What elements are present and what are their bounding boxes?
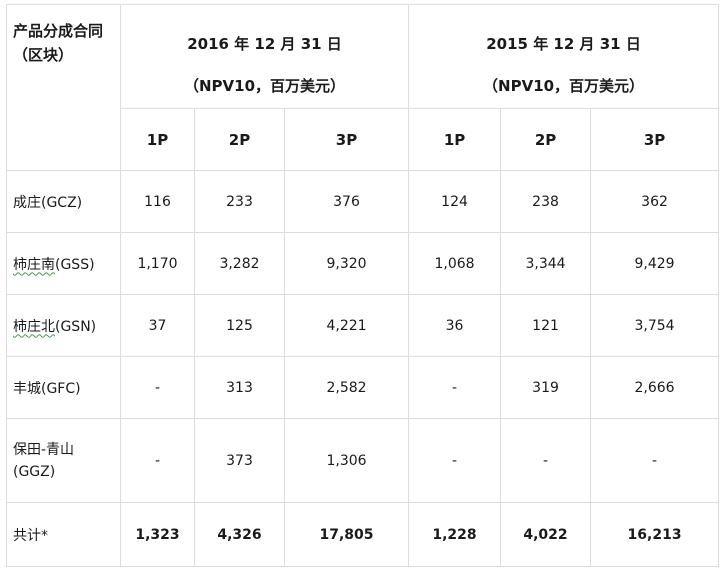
table-row: 柿庄南(GSS) 1,170 3,282 9,320 1,068 3,344 9… (6, 232, 720, 295)
npv-table: 产品分成合同（区块） 2016 年 12 月 31 日 （NPV10，百万美元）… (6, 4, 720, 567)
table-cell: - (500, 418, 592, 503)
total-cell: 1,323 (120, 502, 195, 567)
table-cell: 121 (500, 294, 592, 357)
table-cell: 238 (500, 170, 592, 233)
table-row: 保田-青山 (GGZ) - 373 1,306 - - - (6, 418, 720, 503)
period-unit: （NPV10，百万美元） (483, 77, 645, 95)
total-cell: 16,213 (590, 502, 720, 567)
period-date: 2015 年 12 月 31 日 (486, 35, 641, 53)
total-row: 共计* 1,323 4,326 17,805 1,228 4,022 16,21… (6, 502, 720, 567)
corner-label: 产品分成合同（区块） (6, 4, 121, 171)
table-cell: 116 (120, 170, 195, 233)
row-label: 丰城(GFC) (6, 356, 121, 419)
table-cell: - (120, 418, 195, 503)
table-cell: 1,068 (408, 232, 502, 295)
table-cell: - (408, 418, 502, 503)
total-cell: 1,228 (408, 502, 502, 567)
table-cell: 2,666 (590, 356, 720, 419)
table-cell: 3,344 (500, 232, 592, 295)
total-label: 共计* (6, 502, 121, 567)
header-row-periods: 产品分成合同（区块） 2016 年 12 月 31 日 （NPV10，百万美元）… (6, 4, 720, 171)
table-cell: 233 (194, 170, 285, 233)
table-cell: 125 (194, 294, 285, 357)
total-cell: 17,805 (283, 502, 410, 567)
table-cell: 319 (500, 356, 592, 419)
period-date: 2016 年 12 月 31 日 (187, 35, 342, 53)
table-cell: - (408, 356, 502, 419)
table-cell: 37 (120, 294, 195, 357)
table-cell: - (120, 356, 195, 419)
table-cell: 9,320 (283, 232, 410, 295)
table-cell: 362 (590, 170, 720, 233)
table-cell: 313 (194, 356, 285, 419)
subheader-cell: 1P (120, 108, 195, 171)
header-row-reserve-class: 1P 2P 3P 1P 2P 3P (7, 108, 720, 171)
total-cell: 4,326 (194, 502, 285, 567)
row-label: 保田-青山 (GGZ) (6, 418, 121, 503)
table-row: 柿庄北(GSN) 37 125 4,221 36 121 3,754 (6, 294, 720, 357)
table-cell: 124 (408, 170, 502, 233)
table-cell: 376 (283, 170, 410, 233)
table-row: 丰城(GFC) - 313 2,582 - 319 2,666 (6, 356, 720, 419)
period-header-2016: 2016 年 12 月 31 日 （NPV10，百万美元） (119, 4, 410, 109)
period-header-2015: 2015 年 12 月 31 日 （NPV10，百万美元） (408, 4, 720, 109)
row-label: 成庄(GCZ) (6, 170, 121, 233)
table-cell: 36 (408, 294, 502, 357)
table-cell: 2,582 (283, 356, 410, 419)
table-cell: 3,282 (194, 232, 285, 295)
subheader-cell: 3P (590, 108, 720, 171)
table-cell: 373 (194, 418, 285, 503)
period-unit: （NPV10，百万美元） (184, 77, 346, 95)
subheader-cell: 2P (194, 108, 285, 171)
subheader-cell: 2P (500, 108, 592, 171)
table-cell: 4,221 (283, 294, 410, 357)
table-cell: 1,306 (283, 418, 410, 503)
table-row: 成庄(GCZ) 116 233 376 124 238 362 (6, 170, 720, 233)
table-cell: 3,754 (590, 294, 720, 357)
subheader-cell: 3P (283, 108, 410, 171)
row-label: 柿庄北(GSN) (6, 294, 121, 357)
table-cell: - (590, 418, 720, 503)
table-cell: 1,170 (120, 232, 195, 295)
subheader-cell: 1P (408, 108, 502, 171)
total-cell: 4,022 (500, 502, 592, 567)
row-label: 柿庄南(GSS) (6, 232, 121, 295)
table-cell: 9,429 (590, 232, 720, 295)
